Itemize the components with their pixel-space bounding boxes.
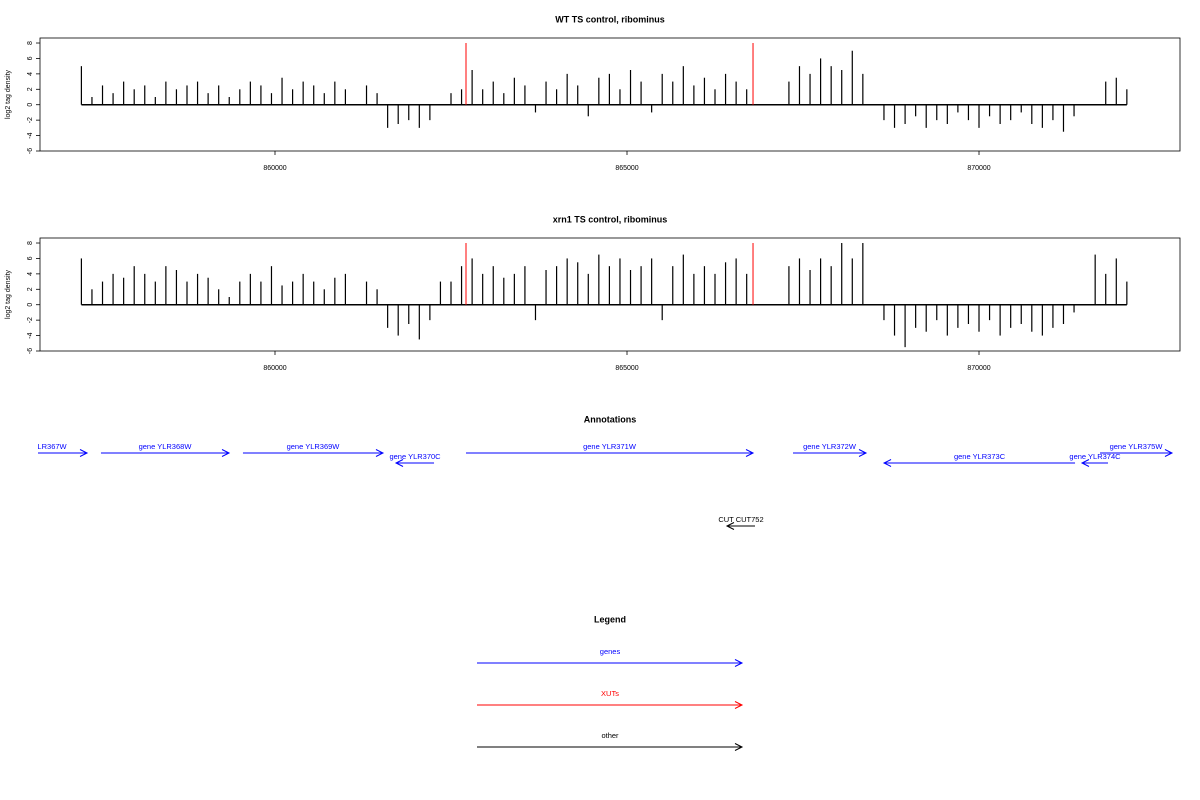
- feature-label: gene YLR367W: [14, 442, 68, 451]
- arrow-head: [882, 459, 892, 467]
- y-tick-label: 4: [27, 72, 34, 76]
- arrow-head: [725, 522, 735, 530]
- y-tick-label: 6: [27, 56, 34, 60]
- x-tick-label: 865000: [615, 165, 638, 172]
- feature-label: gene YLR369W: [287, 442, 341, 451]
- y-tick-label: -6: [27, 348, 34, 354]
- chart-title: WT TS control, ribominus: [555, 14, 665, 24]
- arrow-head: [858, 449, 868, 457]
- feature-label: gene YLR372W: [803, 442, 857, 451]
- annotation-track: gene YLR367W gene YLR368W gene YLR369W gene…: [14, 442, 1174, 530]
- y-tick-label: 8: [27, 241, 34, 245]
- feature-label: gene YLR373C: [954, 452, 1006, 461]
- y-tick-label: 0: [27, 303, 34, 307]
- plot-frame: [39, 37, 1181, 152]
- y-axis-label: log2 tag density: [5, 69, 12, 119]
- feature-label: gene YLR371W: [583, 442, 637, 451]
- arrow-head: [734, 743, 744, 751]
- arrow-head: [375, 449, 385, 457]
- legend-label: XUTs: [601, 689, 619, 698]
- y-tick-label: -6: [27, 148, 34, 154]
- legend-label: genes: [600, 647, 621, 656]
- chart-title: xrn1 TS control, ribominus: [553, 214, 668, 224]
- arrow-head: [734, 701, 744, 709]
- y-tick-label: 2: [27, 287, 34, 291]
- feature-label: CUT CUT752: [718, 515, 763, 524]
- legend-title: Legend: [594, 614, 626, 624]
- x-tick-label: 865000: [615, 365, 638, 372]
- annotations-title: Annotations: [584, 414, 637, 424]
- y-tick-label: 6: [27, 256, 34, 260]
- arrow-head: [79, 449, 89, 457]
- arrow-head: [394, 459, 404, 467]
- feature-label: gene YLR375W: [1110, 442, 1164, 451]
- x-tick-label: 860000: [263, 165, 286, 172]
- arrow-head: [221, 449, 231, 457]
- x-tick-label: 870000: [967, 365, 990, 372]
- arrow-head: [734, 659, 744, 667]
- y-tick-label: -2: [27, 317, 34, 323]
- y-tick-label: 8: [27, 41, 34, 45]
- arrow-head: [1080, 459, 1090, 467]
- feature-label: gene YLR368W: [139, 442, 193, 451]
- plot-frame: [39, 237, 1181, 352]
- arrow-head: [745, 449, 755, 457]
- y-tick-label: -4: [27, 132, 34, 138]
- x-tick-label: 870000: [967, 165, 990, 172]
- legend-label: other: [601, 731, 619, 740]
- y-tick-label: -2: [27, 117, 34, 123]
- feature-label: gene YLR370C: [389, 452, 441, 461]
- x-tick-label: 860000: [263, 365, 286, 372]
- arrow-head: [1164, 449, 1174, 457]
- y-tick-label: -4: [27, 332, 34, 338]
- y-axis-label: log2 tag density: [5, 269, 12, 319]
- y-tick-label: 4: [27, 272, 34, 276]
- feature-label: gene YLR374C: [1069, 452, 1121, 461]
- y-tick-label: 0: [27, 103, 34, 107]
- y-tick-label: 2: [27, 87, 34, 91]
